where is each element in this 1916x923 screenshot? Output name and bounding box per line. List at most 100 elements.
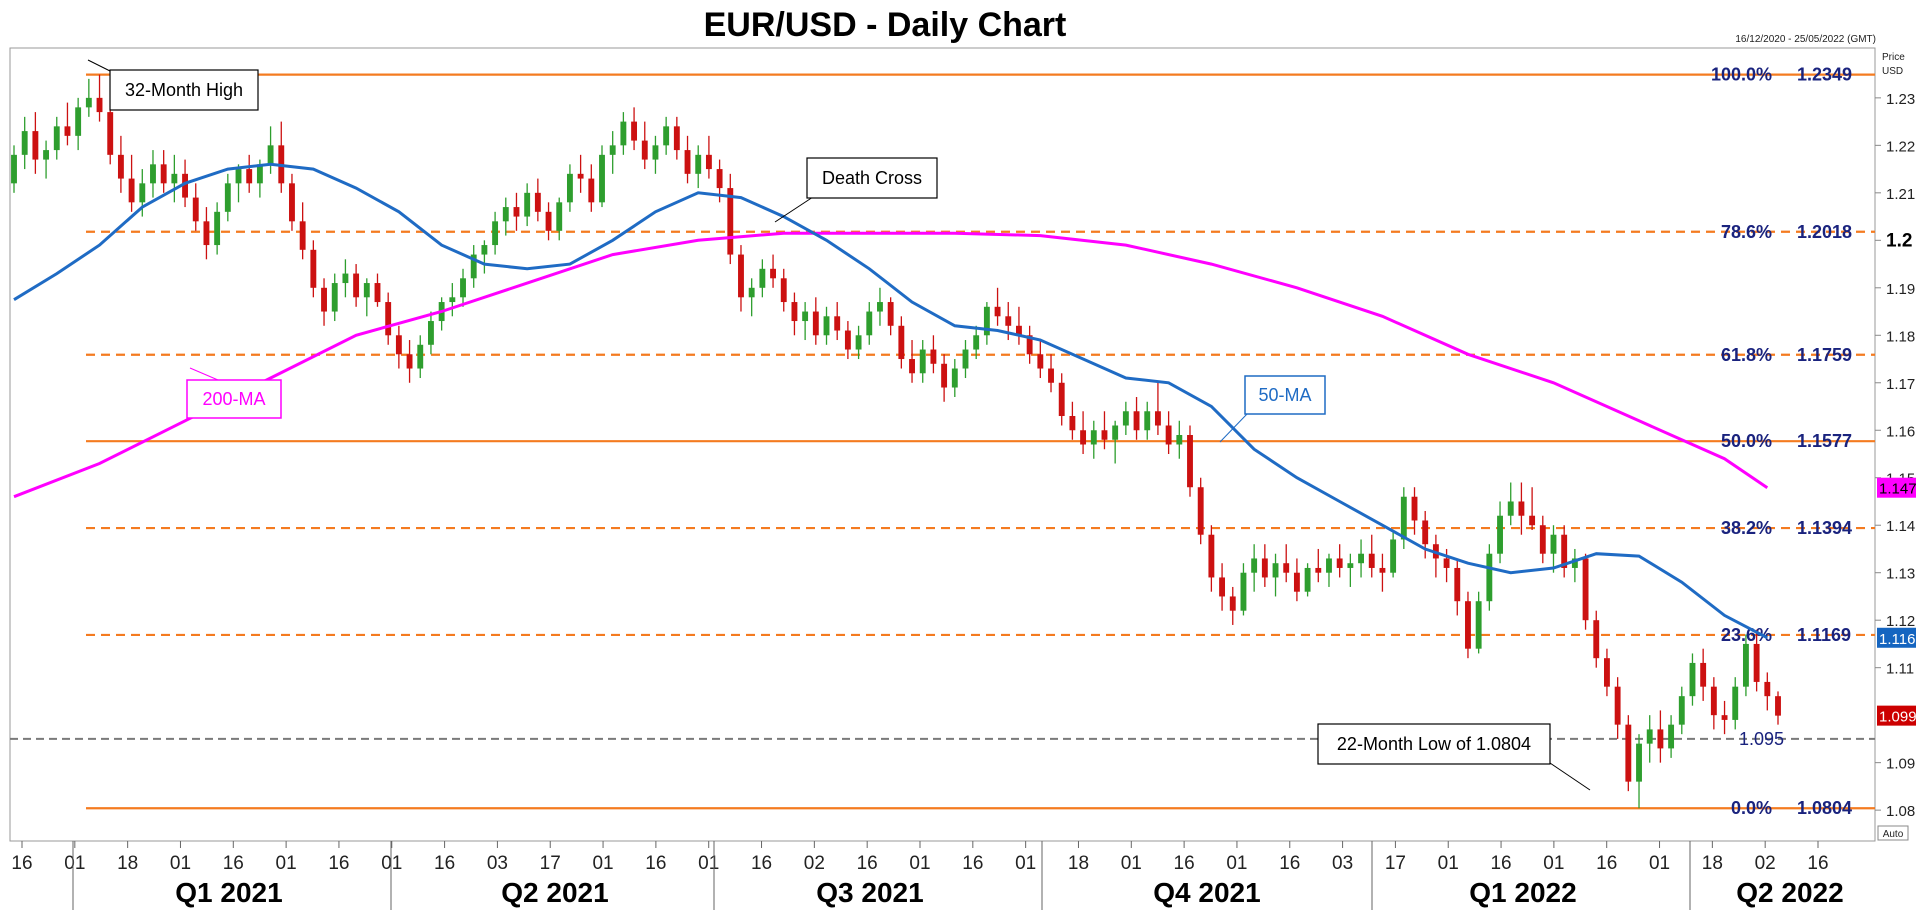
candle-body — [1208, 534, 1215, 578]
candle-body — [299, 221, 306, 250]
candle-body — [43, 150, 50, 160]
quarter-label: Q4 2021 — [1153, 877, 1260, 908]
candle-body — [652, 145, 659, 160]
price-tag — [1877, 477, 1916, 498]
candle-body — [460, 278, 466, 298]
ma50-line — [13, 162, 1768, 640]
candle-body — [1144, 411, 1151, 431]
candle-body — [289, 183, 295, 222]
x-axis: 16 01 18 01 16 01 16 01 16 03 17 01 16 01 16 02 16 01 16 01… — [11, 841, 1844, 910]
candle-body — [898, 325, 905, 360]
ma200-line — [13, 231, 1769, 499]
x-tick-label: 02 — [1755, 853, 1776, 874]
candle-body — [192, 197, 199, 222]
candle-body — [1721, 715, 1728, 720]
x-tick-label: 16 — [223, 853, 244, 874]
candle-body — [171, 173, 178, 184]
candle-body — [588, 178, 595, 203]
x-tick-label: 16 — [434, 853, 455, 874]
candle-body — [75, 107, 82, 136]
candle-body — [631, 121, 638, 141]
candle-body — [748, 287, 755, 298]
candle-body — [481, 245, 488, 255]
x-tick-label: 01 — [1121, 853, 1142, 874]
candle-body — [930, 349, 937, 364]
candle-body — [64, 126, 71, 136]
candle-body — [1165, 425, 1172, 445]
candle-body — [1026, 335, 1033, 355]
candle-body — [534, 192, 541, 212]
candle-body — [1390, 539, 1397, 573]
x-tick-label: 01 — [1226, 853, 1247, 874]
candle-body — [1571, 558, 1578, 568]
candle-body — [1101, 430, 1108, 440]
candle-body — [641, 140, 648, 160]
candle-body — [150, 164, 156, 184]
x-tick-label: 16 — [962, 853, 983, 874]
candle-body — [1582, 558, 1589, 621]
candle-body — [1315, 567, 1322, 573]
x-tick-label: 18 — [1702, 853, 1723, 874]
candle-body — [909, 359, 915, 374]
candle-body — [1422, 520, 1429, 545]
candle-body — [1368, 553, 1375, 568]
fib-level-label: 78.6% — [1721, 222, 1772, 242]
candle-body — [599, 154, 605, 203]
fib-level-label: 50.0% — [1721, 431, 1772, 451]
price-tag-label: 1.1479 — [1879, 481, 1916, 498]
candle-body — [994, 306, 1001, 317]
y-tick-label: 1.16 — [1886, 423, 1915, 440]
fib-level-label: 0.0% — [1731, 798, 1772, 818]
fib-level-value: 1.1759 — [1797, 345, 1852, 365]
death-cross-text: Death Cross — [822, 168, 922, 188]
candle-body — [1497, 515, 1503, 554]
candle-body — [182, 173, 188, 198]
x-tick-label: 16 — [1279, 853, 1300, 874]
candle-body — [85, 97, 92, 108]
fib-level-label: 100.0% — [1711, 65, 1772, 85]
candle-body — [385, 302, 392, 336]
x-tick-label: 01 — [170, 853, 191, 874]
candle-body — [1486, 553, 1493, 602]
candle-body — [1689, 662, 1696, 697]
y-tick-label: 1.12 — [1886, 613, 1915, 630]
fib-level-value: 1.2018 — [1797, 222, 1852, 242]
candle-body — [492, 221, 499, 246]
candle-body — [983, 306, 990, 336]
candle-body — [834, 316, 841, 331]
y-tick-label: 1.09 — [1886, 756, 1915, 773]
candle-body — [1058, 382, 1065, 417]
candle-body — [96, 97, 103, 113]
death-cross-pointer — [774, 196, 814, 223]
x-tick-label: 17 — [540, 853, 561, 874]
candle-body — [1176, 435, 1183, 445]
candle-body — [267, 145, 274, 165]
annotations: 32-Month High Death Cross 200-MA 50-MA 2… — [87, 59, 1591, 791]
candle-body — [1775, 696, 1781, 716]
candle-body — [1668, 724, 1675, 749]
candle-body — [780, 278, 787, 303]
candle-body — [1005, 316, 1012, 326]
candle-body — [727, 188, 734, 255]
x-tick-label: 17 — [1385, 853, 1406, 874]
auto-scale-button[interactable] — [1877, 825, 1909, 841]
candle-body — [556, 202, 563, 231]
candle-body — [1112, 425, 1119, 440]
candlesticks — [11, 74, 1781, 809]
x-tick-label: 16 — [751, 853, 772, 874]
quarter-label: Q3 2021 — [816, 877, 923, 908]
candle-body — [951, 368, 958, 388]
candle-body — [1411, 496, 1418, 521]
candle-body — [620, 121, 627, 146]
candle-body — [374, 283, 381, 303]
candle-body — [1465, 601, 1471, 649]
price-tag-label: 1.1163 — [1879, 631, 1916, 648]
candle-body — [855, 335, 862, 350]
fibonacci-levels: 100.0% 1.2349 78.6% 1.2018 61.8% 1.1759 50.0% 1… — [10, 65, 1875, 818]
price-tag — [1877, 627, 1916, 648]
candle-body — [321, 287, 327, 312]
candle-body — [53, 126, 60, 151]
candle-body — [428, 321, 434, 345]
